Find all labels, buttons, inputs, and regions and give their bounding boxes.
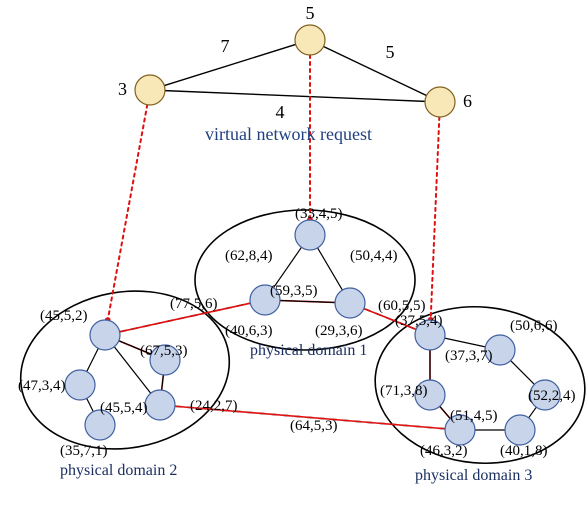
intra-domain-edge <box>529 407 537 418</box>
intra-domain-edge <box>318 248 343 290</box>
physical-node-label: (47,3,4) <box>18 378 66 394</box>
virtual-caption: virtual network request <box>205 124 372 144</box>
inter-domain-edge-label: (60,5,5) <box>378 298 426 314</box>
virtual-node <box>425 87 455 117</box>
physical-node-label: (40,1,8) <box>500 443 548 459</box>
physical-node <box>90 320 120 350</box>
labels: 3 5 6 7 5 4 (33,4,5) (59,3,5) (62,8,4) (50,4,4) (4… <box>18 3 576 484</box>
physical-node-label: (40,6,3) <box>225 323 273 339</box>
physical-node-label: (24,2,7) <box>190 398 238 414</box>
intra-domain-edge <box>445 338 486 347</box>
physical-node <box>65 370 95 400</box>
intra-domain-edge <box>87 348 99 371</box>
virtual-node <box>135 75 165 105</box>
intra-domain-edge <box>87 398 94 411</box>
physical-node <box>335 288 365 318</box>
physical-node-label: (51,4,5) <box>450 408 498 424</box>
physical-node-label: (37,5,4) <box>395 313 443 329</box>
virtual-node-label: 3 <box>118 79 127 99</box>
virtual-node-label: 6 <box>463 91 472 111</box>
physical-node-label: (45,5,4) <box>100 400 148 416</box>
physical-node-label: (50,4,4) <box>350 248 398 264</box>
domain-caption: physical domain 2 <box>60 462 177 479</box>
inter-domain-edge-label: (64,5,3) <box>290 418 338 434</box>
intra-domain-edge <box>274 247 302 287</box>
domain-caption: physical domain 1 <box>250 342 367 359</box>
virtual-edge-label: 4 <box>276 102 285 122</box>
intra-domain-edge <box>440 406 450 418</box>
intra-domain-edge <box>511 361 535 385</box>
physical-node-label: (46,3,2) <box>420 443 468 459</box>
physical-node-label: (29,3,6) <box>315 323 363 339</box>
physical-node-label: (62,8,4) <box>225 248 273 264</box>
physical-node-label: (37,3,7) <box>445 348 493 364</box>
physical-node-label: (33,4,5) <box>295 206 343 222</box>
virtual-node <box>295 25 325 55</box>
intra-domain-edge <box>162 375 164 390</box>
physical-node-label: (67,5,3) <box>140 343 188 359</box>
physical-node-label: (52,2,4) <box>528 388 576 404</box>
physical-node-label: (71,3,8) <box>380 383 428 399</box>
physical-node-label: (45,5,2) <box>40 308 88 324</box>
physical-node <box>505 415 535 445</box>
virtual-edge-label: 7 <box>221 36 230 56</box>
physical-node <box>145 390 175 420</box>
virtual-edge <box>165 91 425 102</box>
mapping-edge <box>431 117 440 320</box>
inter-domain-edge-label: (77,5,6) <box>170 296 218 312</box>
domain-caption: physical domain 3 <box>415 467 532 484</box>
virtual-edge <box>164 44 295 85</box>
virtual-nodes <box>135 25 455 117</box>
virtual-edge <box>324 46 427 95</box>
physical-node-label: (59,3,5) <box>270 283 318 299</box>
virtual-edge-label: 5 <box>386 42 395 62</box>
physical-node-label: (35,7,1) <box>60 443 108 459</box>
mapping-edge <box>108 105 148 320</box>
virtual-node-label: 5 <box>306 3 315 23</box>
physical-node <box>295 220 325 250</box>
physical-node-label: (50,6,6) <box>510 318 558 334</box>
